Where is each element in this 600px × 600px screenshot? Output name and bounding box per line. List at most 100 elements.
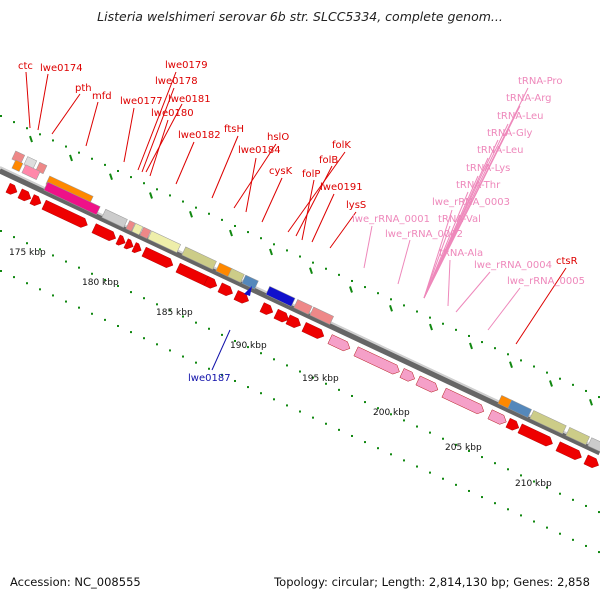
- rna-label[interactable]: lwe_rRNA_0003: [432, 197, 510, 208]
- tick-dot: [598, 551, 600, 554]
- feature-box: [147, 230, 181, 253]
- gene-features: [5, 150, 600, 468]
- tick-dot: [260, 392, 262, 395]
- gene-label[interactable]: folK: [332, 140, 351, 151]
- scale-label: 210 kbp: [515, 479, 552, 489]
- rna-label[interactable]: tRNA-Leu: [497, 111, 543, 122]
- gene-label[interactable]: lwe0180: [151, 108, 194, 119]
- tick-dot: [104, 163, 106, 166]
- gene-label[interactable]: hslO: [267, 132, 289, 143]
- tick-dot: [416, 425, 418, 428]
- tick-dot: [507, 353, 509, 356]
- gene-label[interactable]: folB: [319, 155, 338, 166]
- scale-label: 190 kbp: [230, 341, 267, 351]
- tick-dot: [273, 243, 275, 246]
- leader-line: [85, 101, 99, 147]
- gene-label[interactable]: lwe0174: [40, 63, 83, 74]
- tick-dot: [26, 242, 28, 245]
- tick-dot: [429, 316, 431, 319]
- tick-dot: [195, 321, 197, 324]
- gene-label[interactable]: lwe0184: [238, 145, 281, 156]
- tick-dot: [273, 358, 275, 361]
- rna-label[interactable]: lwe_rRNA_0005: [507, 276, 585, 287]
- gene-label[interactable]: ftsH: [224, 124, 244, 135]
- tick-dot: [52, 254, 54, 257]
- tick-dot: [247, 231, 249, 234]
- gene-label-group: ctc lwe0174 pth mfd lwe0177 lwe0179 lwe0…: [18, 60, 578, 267]
- rna-label[interactable]: tRNA-Gly: [487, 128, 532, 139]
- rna-label[interactable]: tRNA-Lys: [466, 163, 510, 174]
- tick-major: [389, 304, 393, 312]
- tick-dot: [546, 526, 548, 529]
- scale-label: 185 kbp: [156, 308, 193, 318]
- tick-dot: [117, 284, 119, 287]
- scale-ticks: [0, 115, 600, 554]
- tick-dot: [429, 431, 431, 434]
- tick-dot: [507, 468, 509, 471]
- scale-label: 205 kbp: [445, 443, 482, 453]
- rna-label[interactable]: tRNA-Ala: [439, 248, 483, 259]
- rna-label[interactable]: tRNA-Pro: [518, 76, 562, 87]
- tick-dot: [533, 480, 535, 483]
- tick-dot: [325, 267, 327, 270]
- feature-box: [125, 220, 136, 232]
- rna-label[interactable]: lwe_rRNA_0001: [352, 214, 430, 225]
- tick-dot: [0, 270, 2, 272]
- leader-line: [311, 193, 335, 243]
- tick-dot: [351, 279, 353, 282]
- tick-dot: [364, 401, 366, 404]
- gene-label[interactable]: ctsR: [556, 256, 578, 267]
- feature-box: [565, 427, 590, 446]
- tick-dot: [169, 309, 171, 312]
- rna-label[interactable]: lwe_rRNA_0002: [385, 229, 463, 240]
- tick-dot: [364, 441, 366, 444]
- leader-line: [287, 151, 346, 233]
- gene-label[interactable]: ctc: [18, 61, 33, 72]
- genome-summary-text: Topology: circular; Length: 2,814,130 bp…: [274, 575, 590, 589]
- leader-line: [123, 107, 135, 163]
- tick-major: [309, 267, 313, 275]
- tick-dot: [533, 365, 535, 368]
- gene-label[interactable]: lwe0178: [155, 76, 198, 87]
- tick-dot: [52, 139, 54, 142]
- gene-label[interactable]: lwe0181: [168, 94, 211, 105]
- gene-label[interactable]: mfd: [92, 91, 112, 102]
- gene-label[interactable]: lwe0177: [120, 96, 163, 107]
- rna-label[interactable]: lwe_rRNA_0004: [474, 260, 552, 271]
- tick-major: [549, 380, 553, 387]
- gene-arrow: [505, 417, 520, 431]
- gene-label[interactable]: folP: [302, 169, 320, 180]
- tick-dot: [39, 133, 41, 136]
- tick-dot: [247, 386, 249, 389]
- tick-dot: [351, 394, 353, 397]
- rna-label[interactable]: tRNA-Arg: [506, 93, 551, 104]
- tick-dot: [377, 292, 379, 295]
- tick-dot: [117, 169, 119, 172]
- tick-dot: [13, 276, 15, 279]
- feature-box: [43, 181, 101, 216]
- gene-label[interactable]: lwe0179: [165, 60, 208, 71]
- tick-dot: [520, 359, 522, 362]
- tick-dot: [273, 398, 275, 401]
- leader-line: [301, 179, 315, 241]
- tick-dot: [286, 404, 288, 407]
- gene-label[interactable]: lwe0182: [178, 130, 221, 141]
- tick-dot: [26, 127, 28, 130]
- gene-label[interactable]: lwe0191: [320, 182, 363, 193]
- gene-arrow: [259, 302, 274, 315]
- leader-line: [51, 93, 81, 135]
- rna-label[interactable]: tRNA-Val: [438, 214, 481, 225]
- rna-label[interactable]: tRNA-Leu: [477, 145, 523, 156]
- highlight-gene-label[interactable]: lwe0187: [188, 373, 231, 384]
- gene-label[interactable]: lysS: [346, 200, 366, 211]
- tick-dot: [572, 538, 574, 541]
- scale-label: 195 kbp: [302, 374, 339, 384]
- tick-dot: [182, 355, 184, 358]
- gene-arrow: [115, 234, 126, 246]
- tick-major: [589, 398, 593, 406]
- gene-label[interactable]: cysK: [269, 166, 293, 177]
- gene-label[interactable]: pth: [75, 83, 92, 94]
- tick-dot: [559, 492, 561, 495]
- tick-dot: [338, 388, 340, 391]
- rna-label[interactable]: tRNA-Thr: [456, 180, 501, 191]
